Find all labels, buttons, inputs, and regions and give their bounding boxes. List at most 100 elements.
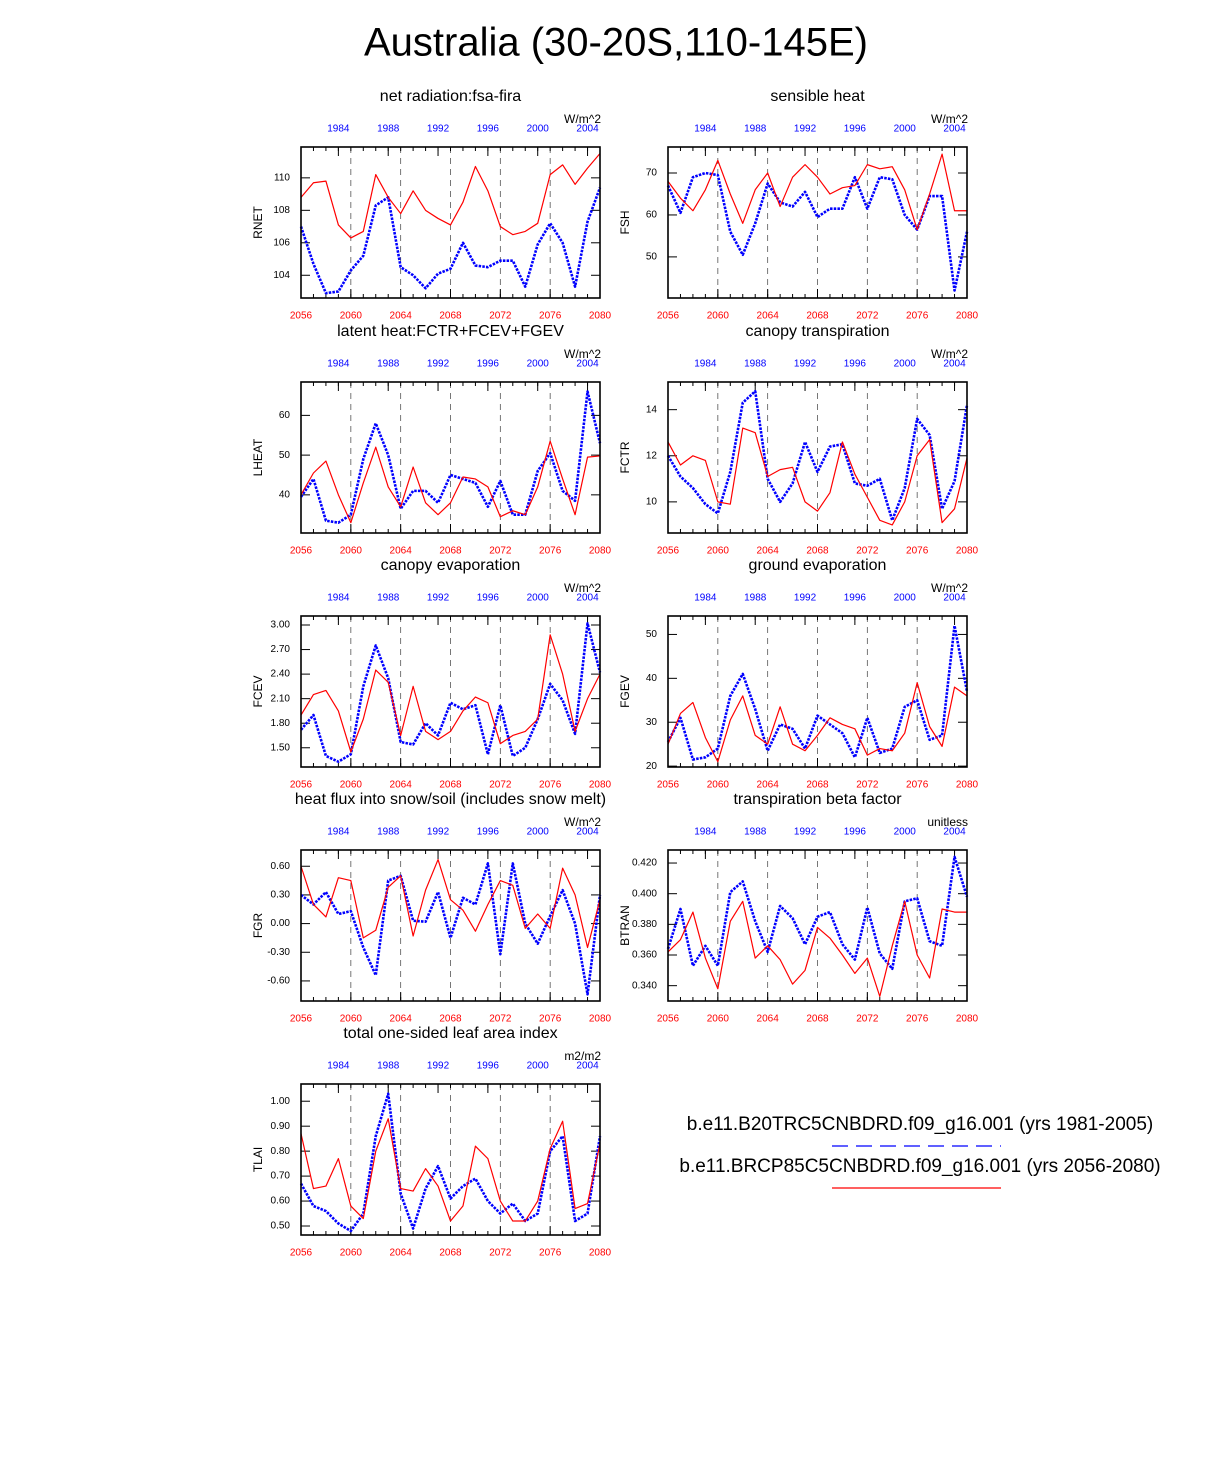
y-axis-label: BTRAN	[618, 905, 632, 946]
x-tick-label: 2056	[290, 1014, 313, 1025]
x2-tick-label: 1988	[377, 593, 400, 604]
x2-tick-label: 2004	[576, 593, 599, 604]
x2-tick-label: 2000	[894, 124, 917, 135]
x-tick-label: 2080	[956, 780, 979, 791]
x-tick-label: 2076	[906, 311, 929, 322]
x-tick-label: 2060	[340, 1248, 363, 1259]
y-tick-label: 0.90	[271, 1121, 291, 1132]
y-axis-label: FGEV	[618, 675, 632, 708]
x-tick-label: 2060	[707, 1014, 730, 1025]
series-line	[667, 153, 967, 231]
figure-title: Australia (30-20S,110-145E)	[364, 21, 868, 65]
y-tick-label: 0.80	[271, 1146, 291, 1157]
x2-tick-label: 1992	[427, 827, 450, 838]
x2-tick-label: 1996	[477, 124, 500, 135]
x-tick-label: 2072	[856, 311, 879, 322]
x-tick-label: 2080	[589, 311, 612, 322]
x2-tick-label: 1988	[744, 359, 767, 370]
units-label: unitless	[927, 815, 968, 829]
x2-tick-label: 2000	[894, 593, 917, 604]
x2-tick-label: 1984	[694, 359, 717, 370]
x-tick-label: 2064	[757, 1014, 780, 1025]
y-tick-label: 1.80	[271, 718, 291, 729]
y-tick-label: 1.00	[271, 1096, 291, 1107]
x-tick-label: 2068	[806, 546, 829, 557]
y-tick-label: 60	[646, 210, 658, 221]
series-line	[300, 440, 601, 524]
x2-tick-label: 2004	[943, 593, 966, 604]
x-tick-label: 2056	[657, 546, 680, 557]
y-axis-label: RNET	[251, 206, 265, 239]
x2-tick-label: 2000	[527, 593, 550, 604]
series-line	[299, 187, 602, 295]
x-tick-label: 2056	[290, 780, 313, 791]
x2-tick-label: 2004	[943, 827, 966, 838]
x-tick-label: 2072	[489, 780, 512, 791]
x2-tick-label: 2004	[943, 124, 966, 135]
x-tick-label: 2056	[657, 1014, 680, 1025]
x2-tick-label: 1984	[694, 593, 717, 604]
x-tick-label: 2072	[489, 1248, 512, 1259]
x2-tick-label: 2004	[576, 124, 599, 135]
units-label: W/m^2	[564, 112, 601, 126]
plot-frame	[300, 615, 601, 768]
x2-tick-label: 2000	[894, 359, 917, 370]
x2-tick-label: 1996	[477, 593, 500, 604]
x2-tick-label: 1996	[844, 593, 867, 604]
panel-title: transpiration beta factor	[733, 791, 902, 808]
x2-tick-label: 1988	[744, 593, 767, 604]
panel-title: total one-sided leaf area index	[343, 1025, 557, 1042]
x2-tick-label: 1988	[744, 124, 767, 135]
series-line	[666, 389, 969, 522]
y-tick-label: 0.360	[632, 950, 657, 961]
x2-tick-label: 2004	[576, 359, 599, 370]
x2-tick-label: 1996	[477, 827, 500, 838]
x2-tick-label: 2000	[527, 827, 550, 838]
x-tick-label: 2060	[340, 780, 363, 791]
panel-title: ground evaporation	[749, 557, 887, 574]
x-tick-label: 2068	[439, 780, 462, 791]
plot-frame	[300, 1083, 601, 1236]
panel-title: canopy evaporation	[381, 557, 521, 574]
units-label: W/m^2	[564, 815, 601, 829]
panel-title: net radiation:fsa-fira	[380, 88, 522, 105]
units-label: m2/m2	[564, 1049, 601, 1063]
x-tick-label: 2064	[757, 546, 780, 557]
y-tick-label: 14	[646, 404, 658, 415]
x-tick-label: 2076	[906, 780, 929, 791]
x2-tick-label: 1984	[327, 827, 350, 838]
x-tick-label: 2060	[340, 546, 363, 557]
x-tick-label: 2076	[906, 1014, 929, 1025]
x-tick-label: 2080	[956, 311, 979, 322]
units-label: W/m^2	[564, 347, 601, 361]
y-tick-label: 110	[274, 172, 290, 183]
y-tick-label: 0.50	[271, 1221, 291, 1232]
y-tick-label: 50	[279, 450, 291, 461]
x-tick-label: 2072	[489, 546, 512, 557]
x-tick-label: 2080	[956, 546, 979, 557]
x-tick-label: 2064	[757, 780, 780, 791]
x-tick-label: 2076	[539, 311, 562, 322]
y-tick-label: 40	[646, 673, 658, 684]
x2-tick-label: 2000	[527, 124, 550, 135]
y-tick-label: 0.380	[632, 919, 657, 930]
x2-tick-label: 1984	[327, 359, 350, 370]
x-tick-label: 2080	[589, 1014, 612, 1025]
plot-frame	[667, 615, 968, 768]
x-tick-label: 2068	[806, 1014, 829, 1025]
series-line	[300, 858, 601, 949]
legend-label: b.e11.BRCP85C5CNBDRD.f09_g16.001 (yrs 20…	[679, 1156, 1160, 1177]
x-tick-label: 2056	[290, 546, 313, 557]
x-tick-label: 2068	[439, 1014, 462, 1025]
panel-title: canopy transpiration	[745, 323, 889, 340]
x2-tick-label: 1992	[794, 593, 817, 604]
x-tick-label: 2068	[439, 1248, 462, 1259]
x-tick-label: 2064	[757, 311, 780, 322]
series-line	[300, 153, 601, 239]
y-tick-label: 2.10	[271, 693, 291, 704]
y-tick-label: 3.00	[271, 620, 291, 631]
x-tick-label: 2064	[390, 546, 413, 557]
x2-tick-label: 1988	[377, 827, 400, 838]
x2-tick-label: 1992	[794, 124, 817, 135]
y-tick-label: 10	[646, 497, 658, 508]
